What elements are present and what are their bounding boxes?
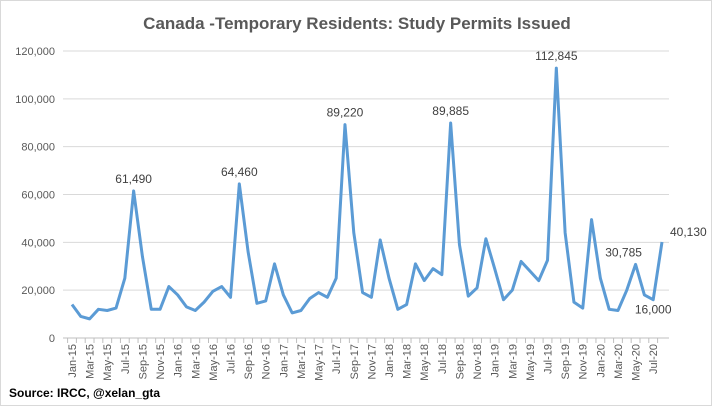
x-tick-label: Jan-16 [173,344,185,378]
x-tick-label: Jan-15 [67,344,79,378]
x-tick-label: May-16 [208,344,220,381]
x-tick-label: Sep-15 [137,344,149,379]
x-tick-label: Nov-19 [578,344,590,379]
x-tick-label: Mar-16 [190,344,202,379]
data-label: 40,130 [670,225,707,239]
y-tick-label: 120,000 [15,46,55,58]
data-label: 64,460 [221,165,258,179]
data-label: 30,785 [605,245,642,259]
chart-title: Canada -Temporary Residents: Study Permi… [143,14,571,33]
x-tick-label: Jan-17 [278,344,290,378]
x-tick-label: Sep-18 [454,344,466,379]
y-tick-label: 40,000 [21,237,55,249]
x-tick-label: Jul-16 [226,344,238,374]
data-label: 16,000 [635,303,672,317]
x-tick-label: Jul-15 [120,344,132,374]
source-note: Source: IRCC, @xelan_gta [9,386,160,400]
x-tick-label: Jul-19 [543,344,555,374]
x-tick-label: Mar-18 [402,344,414,379]
x-tick-label: Nov-16 [261,344,273,379]
x-tick-label: Sep-16 [243,344,255,379]
x-tick-label: May-15 [102,344,114,381]
x-tick-label: Jul-17 [331,344,343,374]
x-tick-label: Jul-20 [648,344,660,374]
x-tick-label: Nov-17 [366,344,378,379]
y-tick-label: 100,000 [15,94,55,106]
y-tick-label: 20,000 [21,285,55,297]
y-tick-label: 0 [49,333,55,345]
x-tick-label: May-19 [525,344,537,381]
data-label: 89,220 [327,106,364,120]
x-tick-label: May-20 [631,344,643,381]
y-tick-label: 60,000 [21,190,55,202]
x-tick-label: Jul-18 [437,344,449,374]
series-line [70,66,664,321]
x-tick-label: Jan-20 [595,344,607,378]
x-tick-label: Nov-18 [472,344,484,379]
x-tick-label: Nov-15 [155,344,167,379]
data-label: 61,490 [115,172,152,186]
x-tick-label: Mar-15 [85,344,97,379]
x-tick-label: Sep-19 [560,344,572,379]
x-tick-label: Jan-18 [384,344,396,378]
x-tick-label: May-17 [314,344,326,381]
x-tick-label: Mar-20 [613,344,625,379]
data-label: 112,845 [535,49,578,63]
x-tick-label: Mar-19 [507,344,519,379]
x-tick-label: Sep-17 [349,344,361,379]
x-tick-label: Mar-17 [296,344,308,379]
x-tick-label: Jan-19 [490,344,502,378]
x-tick-label: May-18 [419,344,431,381]
y-tick-label: 80,000 [21,142,55,154]
data-label: 89,885 [432,104,469,118]
